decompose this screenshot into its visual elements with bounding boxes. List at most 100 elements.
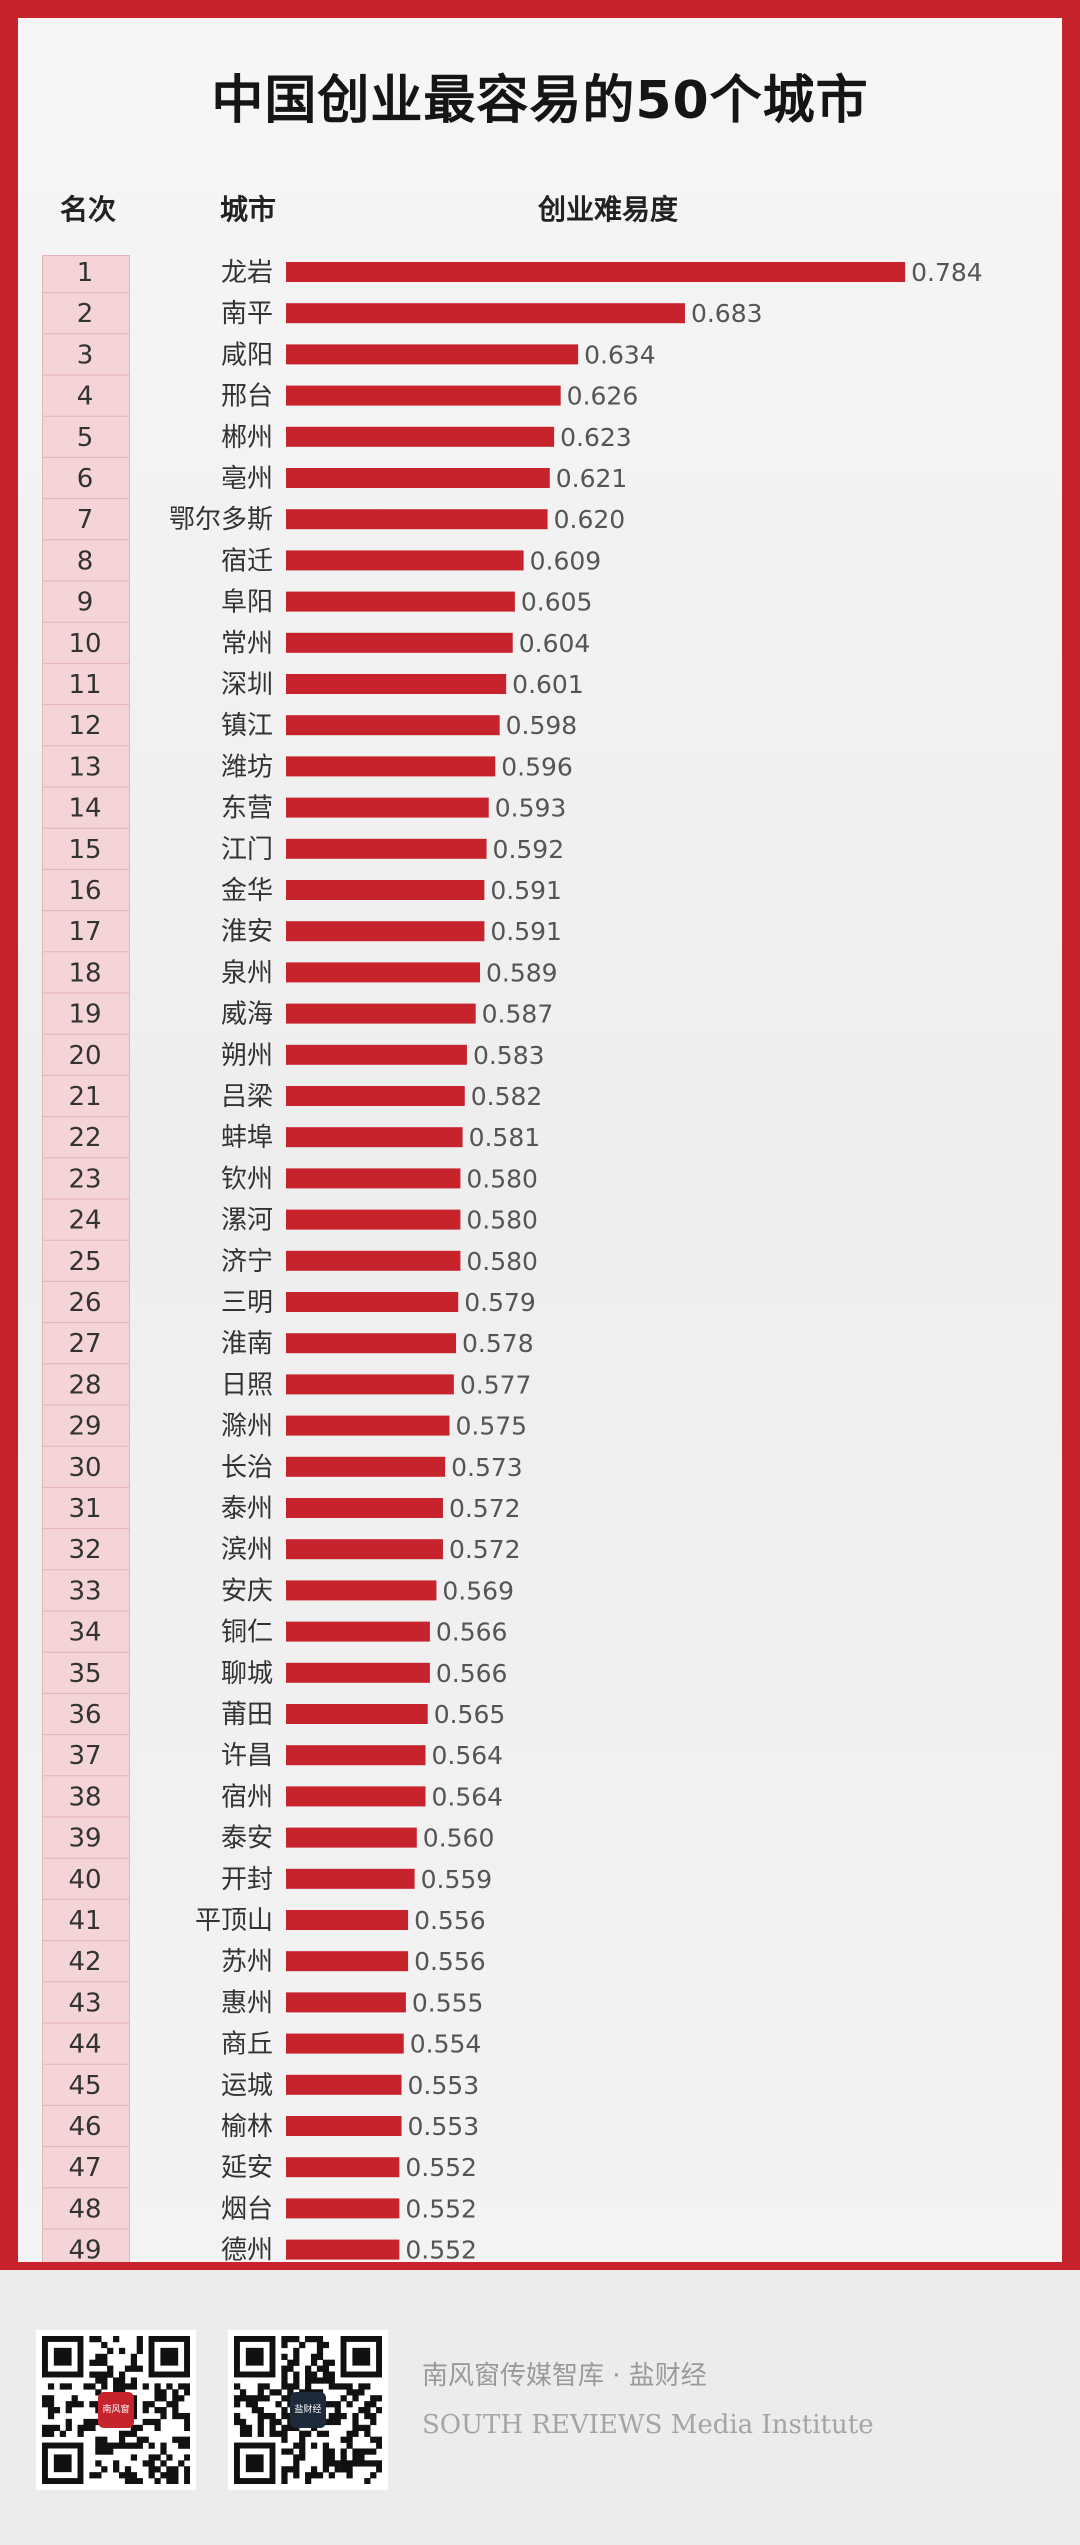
value-label: 0.564: [432, 1782, 504, 1811]
qr-module: [148, 2472, 155, 2479]
bar: [286, 2198, 400, 2219]
qr-module: [281, 2430, 288, 2437]
qr-module: [118, 2472, 126, 2479]
qr-module: [101, 2448, 108, 2455]
qr-module: [269, 2389, 276, 2396]
qr-module: [370, 2448, 377, 2455]
qr-finder: [245, 2454, 264, 2473]
value-label: 0.580: [466, 1247, 538, 1276]
qr-module: [305, 2478, 312, 2484]
value-label: 0.575: [456, 1412, 528, 1441]
qr-code-nanfengchuang[interactable]: 南风窗: [36, 2330, 196, 2490]
value-label: 0.553: [408, 2071, 480, 2100]
qr-module: [184, 2442, 190, 2449]
footer-org-cn: 南风窗传媒智库 · 盐财经: [422, 2361, 707, 2391]
qr-module: [293, 2442, 300, 2449]
city-label: 开封: [221, 1865, 273, 1895]
value-label: 0.683: [691, 299, 763, 328]
qr-module: [166, 2466, 173, 2473]
qr-module: [322, 2341, 330, 2349]
city-label: 长治: [221, 1453, 273, 1483]
rank-label: 23: [68, 1164, 101, 1194]
qr-module: [154, 2466, 161, 2473]
qr-module: [136, 2341, 143, 2349]
qr-module: [42, 2430, 49, 2437]
qr-module: [293, 2460, 300, 2467]
qr-module: [142, 2418, 149, 2426]
qr-module: [364, 2401, 371, 2408]
rank-label: 40: [68, 1865, 101, 1895]
qr-module: [299, 2341, 306, 2349]
qr-module: [263, 2395, 270, 2402]
qr-module: [107, 2448, 114, 2455]
qr-module: [178, 2412, 185, 2420]
qr-module: [136, 2478, 143, 2484]
city-label: 阜阳: [221, 588, 273, 618]
bar: [286, 1580, 437, 1601]
qr-module: [316, 2353, 324, 2360]
value-label: 0.569: [442, 1576, 514, 1605]
qr-module: [370, 2418, 377, 2426]
qr-module: [328, 2472, 335, 2479]
qr-module: [154, 2395, 161, 2402]
qr-module: [340, 2412, 347, 2420]
rank-label: 1: [77, 258, 94, 288]
bar: [286, 2033, 404, 2054]
qr-module: [142, 2436, 149, 2443]
qr-module: [95, 2359, 102, 2366]
bar: [286, 1621, 430, 1642]
value-label: 0.583: [473, 1041, 545, 1070]
qr-module: [340, 2448, 347, 2455]
qr-module: [322, 2448, 330, 2455]
rank-label: 22: [68, 1123, 101, 1153]
qr-module: [316, 2430, 324, 2437]
qr-code-yancaijing[interactable]: 盐财经: [228, 2330, 388, 2490]
value-label: 0.587: [482, 1000, 554, 1029]
city-label: 金华: [221, 876, 273, 906]
rank-label: 2: [77, 299, 94, 329]
qr-module: [95, 2448, 102, 2455]
qr-module: [101, 2466, 108, 2473]
qr-module: [322, 2377, 330, 2384]
qr-module: [59, 2430, 66, 2437]
qr-module: [95, 2442, 102, 2449]
qr-module: [334, 2418, 341, 2426]
qr-module: [281, 2472, 288, 2479]
bar: [286, 303, 685, 324]
city-label: 三明: [221, 1288, 273, 1318]
qr-module: [89, 2472, 96, 2479]
qr-module: [334, 2401, 341, 2408]
bar: [286, 1415, 450, 1436]
qr-module: [358, 2454, 365, 2461]
qr-module: [47, 2430, 55, 2437]
qr-module: [281, 2407, 288, 2414]
qr-module: [107, 2347, 114, 2355]
qr-module: [293, 2336, 300, 2343]
qr-module: [113, 2466, 120, 2473]
score-column-header: 创业难易度: [537, 193, 678, 226]
qr-module: [358, 2389, 365, 2396]
qr-module: [328, 2418, 335, 2426]
qr-module: [124, 2472, 132, 2479]
yancaijing-logo-icon: 盐财经: [290, 2392, 326, 2428]
value-label: 0.578: [462, 1329, 534, 1358]
bar: [286, 1539, 443, 1560]
qr-module: [154, 2418, 161, 2426]
qr-module: [281, 2412, 288, 2420]
footer-org-en: SOUTH REVIEWS Media Institute: [422, 2410, 874, 2440]
qr-module: [124, 2478, 132, 2484]
qr-module: [160, 2472, 167, 2479]
qr-module: [118, 2442, 126, 2449]
value-label: 0.581: [469, 1123, 541, 1152]
qr-module: [172, 2472, 179, 2479]
rank-label: 19: [68, 1000, 101, 1030]
rank-label: 32: [68, 1535, 101, 1565]
qr-module: [130, 2478, 138, 2484]
qr-module: [47, 2412, 55, 2420]
value-label: 0.566: [436, 1618, 508, 1647]
value-label: 0.553: [408, 2112, 480, 2141]
value-label: 0.573: [451, 1453, 523, 1482]
rank-column-background: [42, 255, 130, 2262]
qr-module: [257, 2407, 264, 2414]
qr-module: [263, 2412, 270, 2420]
